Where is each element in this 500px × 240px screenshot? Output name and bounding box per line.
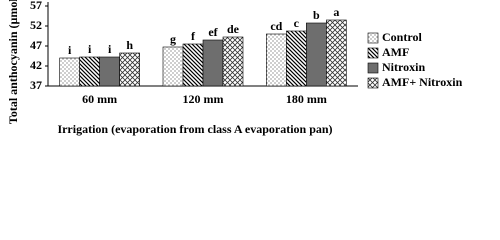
legend-label: Nitroxin: [382, 60, 425, 74]
bar: [286, 30, 307, 87]
bar-letter: b: [313, 8, 320, 22]
bar-letter: a: [333, 5, 339, 19]
bar-letter: i: [88, 42, 92, 56]
bar: [326, 19, 347, 87]
bar: [222, 36, 244, 87]
bar: [59, 57, 80, 87]
x-tick-label: 180 mm: [286, 92, 327, 106]
bar: [99, 56, 120, 87]
bar-letter: i: [108, 42, 112, 56]
legend-swatch: [367, 62, 379, 74]
y-tick-label: 57: [30, 0, 42, 12]
bar: [306, 22, 327, 87]
bar-letter: i: [68, 43, 72, 57]
bar-letter: g: [170, 32, 176, 46]
bar: [202, 39, 224, 87]
legend-swatch: [367, 47, 379, 59]
y-tick-label: 37: [30, 78, 42, 92]
bar-letter: h: [126, 38, 133, 52]
bar: [79, 56, 100, 87]
legend-label: Control: [382, 30, 422, 44]
legend-swatch: [367, 77, 379, 89]
chart: Total anthocyanin (µmol/g Fw) Irrigation…: [6, 0, 463, 136]
y-tick-label: 52: [30, 18, 42, 32]
bar-letter: cd: [270, 19, 282, 33]
x-axis-title: Irrigation (evaporation from class A eva…: [57, 122, 332, 136]
x-tick-label: 120 mm: [183, 92, 224, 106]
bar: [119, 52, 140, 87]
bar: [162, 46, 184, 87]
bar-letter: f: [191, 29, 196, 43]
y-tick-label: 47: [30, 38, 42, 52]
y-tick-label: 42: [30, 58, 42, 72]
legend-swatch: [367, 32, 379, 44]
bar-letter: c: [294, 16, 300, 30]
bar-letter: ef: [208, 25, 218, 39]
bar: [266, 33, 287, 87]
x-tick-label: 60 mm: [82, 92, 117, 106]
legend-label: AMF: [382, 45, 409, 59]
y-axis-title: Total anthocyanin (µmol/g Fw): [6, 0, 20, 124]
bar: [182, 43, 204, 87]
legend-label: AMF+ Nitroxin: [382, 75, 463, 89]
bar-letter: de: [227, 22, 240, 36]
